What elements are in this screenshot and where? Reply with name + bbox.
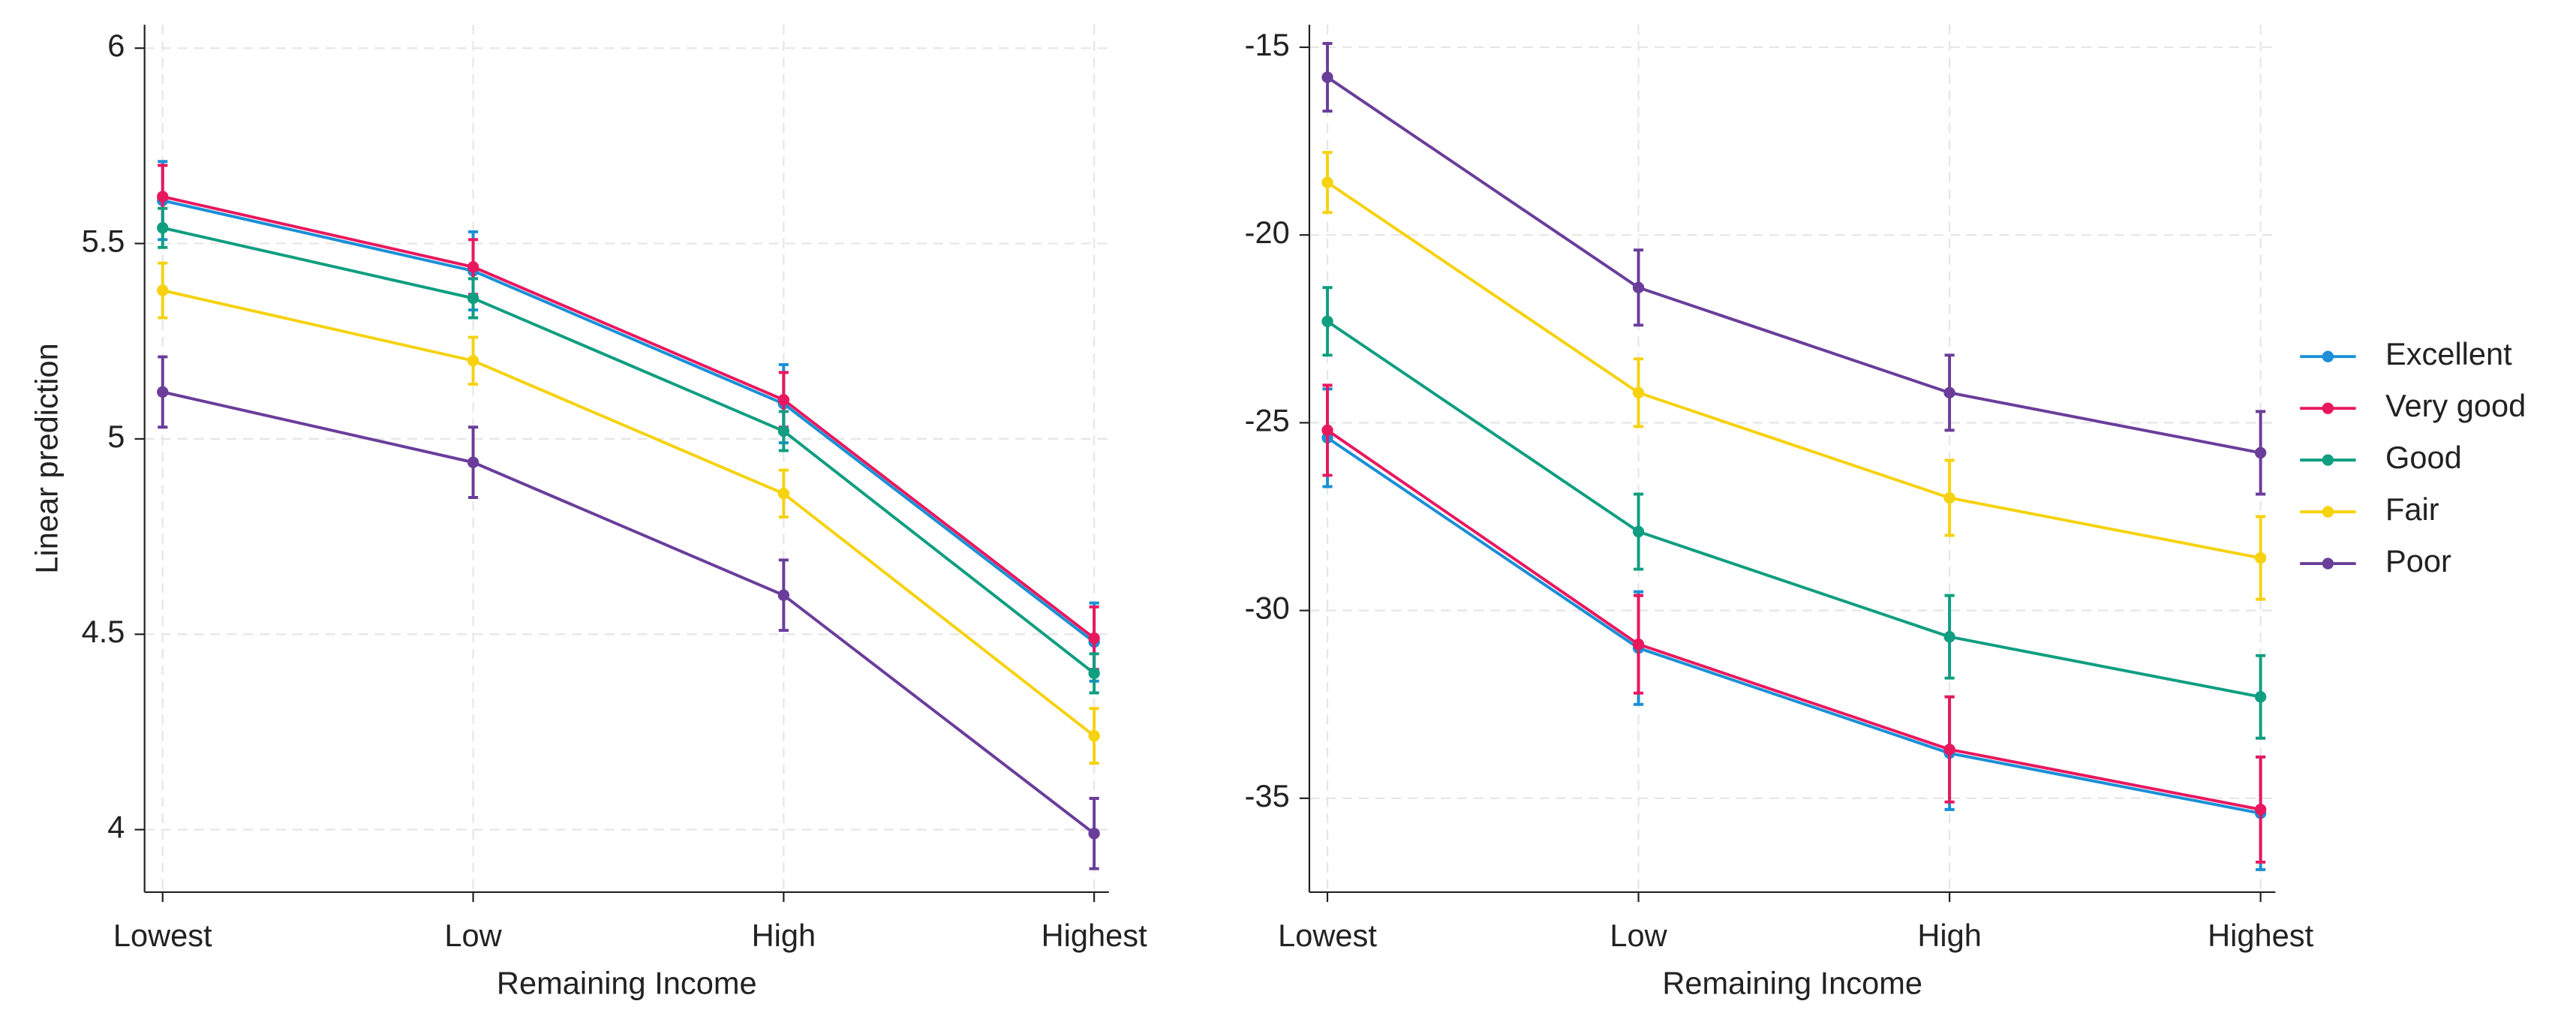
point xyxy=(467,355,479,367)
point xyxy=(157,191,169,203)
series-line xyxy=(1326,320,2262,699)
point xyxy=(2254,446,2267,459)
point xyxy=(467,261,479,273)
y-tick-label: -15 xyxy=(1245,27,1290,62)
y-tick-label: 5 xyxy=(107,419,125,454)
series-line xyxy=(1326,428,2262,811)
point xyxy=(777,394,790,406)
point xyxy=(2254,691,2267,703)
x-tick-label: Lowest xyxy=(113,918,212,953)
y-tick-label: 4 xyxy=(107,810,125,845)
x-tick-label: Highest xyxy=(1042,918,1147,953)
legend-marker xyxy=(2322,454,2334,466)
series-line xyxy=(1326,76,2262,455)
point xyxy=(467,292,479,305)
point xyxy=(1321,424,1333,437)
series-line xyxy=(162,199,1096,644)
point xyxy=(467,456,479,468)
point xyxy=(777,425,790,437)
point xyxy=(2254,552,2267,564)
x-axis-label: Remaining Income xyxy=(1662,966,1922,1001)
y-tick-label: -20 xyxy=(1245,215,1290,250)
point xyxy=(157,386,169,398)
point xyxy=(1088,632,1100,645)
legend-label: Very good xyxy=(2385,388,2526,423)
legend-label: Good xyxy=(2385,440,2462,475)
x-tick-label: Low xyxy=(1610,918,1667,953)
series-line xyxy=(162,289,1096,738)
x-tick-label: Lowest xyxy=(1278,918,1377,953)
legend-label: Poor xyxy=(2385,543,2451,579)
legend-marker xyxy=(2322,558,2334,570)
y-tick-label: -30 xyxy=(1245,591,1290,626)
y-tick-label: 5.5 xyxy=(82,224,125,259)
series-line xyxy=(162,390,1096,835)
point xyxy=(1632,281,1645,293)
legend-marker xyxy=(2322,402,2334,414)
point xyxy=(1632,525,1645,538)
x-tick-label: High xyxy=(752,918,816,953)
y-tick-label: 4.5 xyxy=(82,614,125,649)
legend-label: Excellent xyxy=(2385,336,2512,371)
point xyxy=(1632,386,1645,399)
point xyxy=(1321,71,1333,83)
series-line xyxy=(1326,181,2262,560)
point xyxy=(1088,729,1100,742)
legend-label: Fair xyxy=(2385,491,2439,527)
point xyxy=(1943,630,1955,643)
point xyxy=(157,284,169,296)
point xyxy=(1321,176,1333,188)
point xyxy=(2254,804,2267,816)
point xyxy=(157,222,169,234)
point xyxy=(1943,386,1955,399)
legend-marker xyxy=(2322,506,2334,518)
x-tick-label: Low xyxy=(444,918,502,953)
point xyxy=(777,589,790,601)
x-tick-label: Highest xyxy=(2208,918,2313,953)
point xyxy=(1088,667,1100,680)
series-line xyxy=(162,226,1096,675)
y-tick-label: 6 xyxy=(107,28,125,63)
y-tick-label: -25 xyxy=(1245,402,1290,437)
point xyxy=(1321,315,1333,327)
point xyxy=(1088,828,1100,840)
point xyxy=(1632,638,1645,651)
point xyxy=(1943,491,1955,504)
series-line xyxy=(1326,436,2262,815)
point xyxy=(1943,744,1955,756)
y-axis-label: Linear prediction xyxy=(29,343,65,573)
point xyxy=(777,488,790,500)
x-axis-label: Remaining Income xyxy=(497,966,757,1001)
y-tick-label: -35 xyxy=(1245,778,1290,813)
legend-marker xyxy=(2322,350,2334,362)
x-tick-label: High xyxy=(1917,918,1982,953)
series-line xyxy=(162,195,1096,640)
